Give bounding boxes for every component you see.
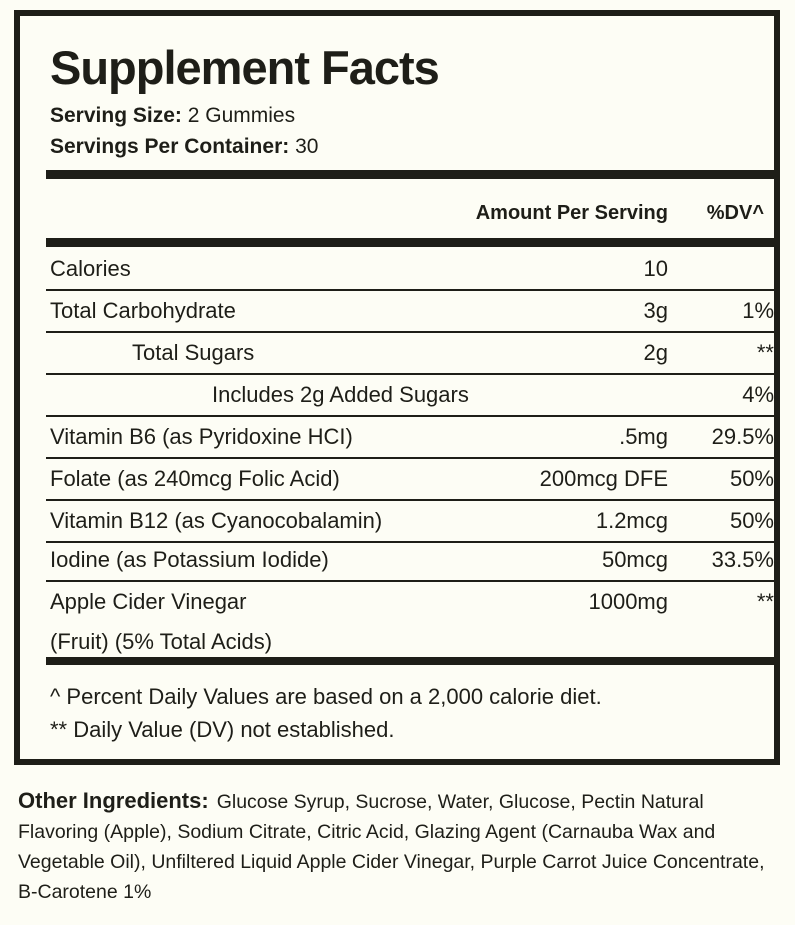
nutrient-label: Calories (50, 256, 131, 281)
nutrient-row: Includes 2g Added Sugars 4% (46, 375, 774, 417)
nutrient-label: Total Carbohydrate (50, 298, 236, 323)
nutrient-label: Apple Cider Vinegar (50, 589, 247, 614)
nutrient-dv: 4% (742, 382, 774, 407)
nutrient-amount: 1.2mcg (595, 508, 668, 533)
nutrient-label: Folate (as 240mcg Folic Acid) (50, 466, 340, 491)
nutrient-row: Total Sugars 2g ** (46, 333, 774, 375)
column-header-dv: %DV^ (706, 202, 764, 224)
nutrient-label-line2: (Fruit) (5% Total Acids) (50, 629, 273, 654)
footnote-dv: ^ Percent Daily Values are based on a 2,… (50, 684, 602, 709)
nutrient-amount: 1000mg (588, 589, 668, 614)
nutrient-label: Vitamin B12 (as Cyanocobalamin) (50, 508, 383, 533)
nutrient-amount: 50mcg (601, 547, 668, 572)
nutrient-dv: ** (756, 340, 774, 365)
nutrient-amount: 3g (643, 298, 668, 323)
nutrient-dv: 50% (729, 508, 774, 533)
serving-size: Serving Size: 2 Gummies (50, 104, 295, 128)
nutrient-row: Apple Cider Vinegar (Fruit) (5% Total Aci… (46, 582, 774, 662)
nutrient-row: Vitamin B6 (as Pyridoxine HCI) .5mg 29.5% (46, 417, 774, 459)
nutrient-label: Iodine (as Potassium Iodide) (50, 547, 329, 572)
nutrient-dv: ** (756, 589, 774, 614)
divider-thick (46, 657, 774, 665)
nutrient-row: Iodine (as Potassium Iodide) 50mcg 33.5% (46, 540, 774, 582)
serving-size-label: Serving Size: (50, 104, 182, 127)
servings-per-container-label: Servings Per Container: (50, 135, 290, 158)
nutrient-dv: 50% (729, 466, 774, 491)
other-ingredients: Other Ingredients: Glucose Syrup, Sucrose… (18, 786, 788, 907)
other-ingredients-text: Glucose Syrup, Sucrose, Water, Glucose, … (18, 791, 765, 903)
nutrient-label: Total Sugars (132, 340, 255, 365)
nutrient-row: Calories 10 (46, 249, 774, 291)
nutrient-amount: 2g (643, 340, 668, 365)
nutrient-label: Includes 2g Added Sugars (212, 382, 469, 407)
nutrient-dv: 1% (742, 298, 774, 323)
serving-size-value: 2 Gummies (187, 104, 296, 127)
footnote-not-established: ** Daily Value (DV) not established. (50, 717, 395, 742)
column-header-amount: Amount Per Serving (475, 202, 668, 224)
nutrient-amount: .5mg (619, 424, 668, 449)
other-ingredients-label: Other Ingredients: (18, 788, 209, 813)
supplement-facts-panel: Supplement Facts Serving Size: 2 Gummies… (14, 10, 780, 765)
servings-per-container-value: 30 (295, 135, 319, 158)
nutrient-dv: 33.5% (711, 547, 774, 572)
nutrient-label: Vitamin B6 (as Pyridoxine HCI) (50, 424, 353, 449)
nutrient-row: Total Carbohydrate 3g 1% (46, 291, 774, 333)
nutrient-row: Vitamin B12 (as Cyanocobalamin) 1.2mcg 50% (46, 501, 774, 543)
divider-thick (46, 170, 774, 179)
servings-per-container: Servings Per Container: 30 (50, 135, 318, 159)
panel-title: Supplement Facts (50, 41, 440, 94)
nutrient-amount: 10 (643, 256, 668, 281)
nutrient-row: Folate (as 240mcg Folic Acid) 200mcg DFE 5… (46, 459, 774, 501)
divider-thick (46, 238, 774, 247)
nutrient-amount: 200mcg DFE (539, 466, 668, 491)
nutrient-dv: 29.5% (711, 424, 774, 449)
